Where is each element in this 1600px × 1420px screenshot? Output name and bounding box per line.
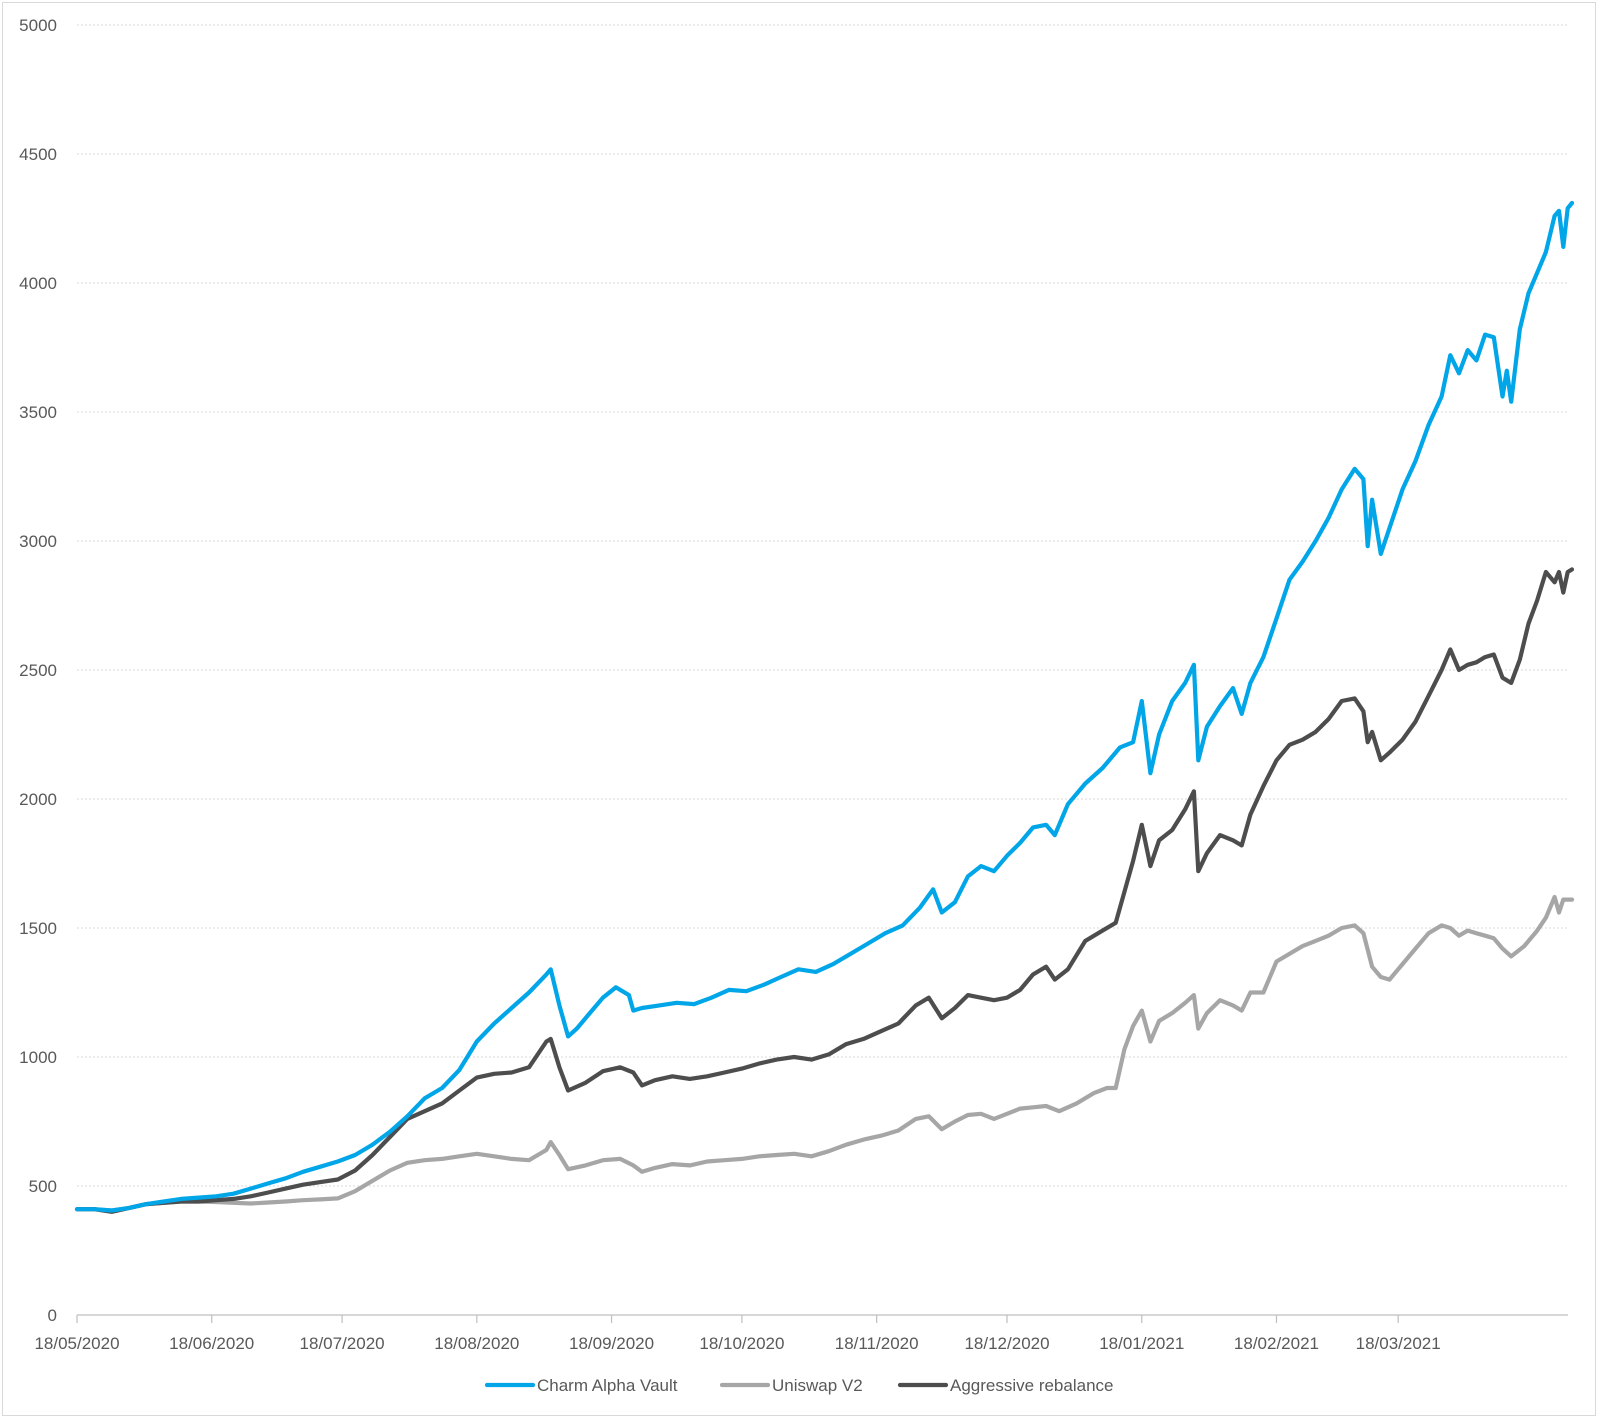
series-line-aggressive-rebalance <box>74 567 1575 1214</box>
y-tick-label: 3500 <box>19 403 57 422</box>
x-tick-label: 18/03/2021 <box>1356 1334 1441 1353</box>
legend[interactable]: Charm Alpha Vault Uniswap V2 Aggressive re… <box>484 1376 1113 1395</box>
legend-item-uniswap-v2[interactable]: Uniswap V2 <box>719 1376 863 1395</box>
x-tick-label: 18/11/2020 <box>835 1334 919 1353</box>
x-tick-label: 18/12/2020 <box>964 1334 1049 1353</box>
x-tick-label: 18/09/2020 <box>569 1334 654 1353</box>
y-tick-label: 1000 <box>19 1048 57 1067</box>
legend-label: Uniswap V2 <box>772 1376 863 1395</box>
x-tick-label: 18/01/2021 <box>1099 1334 1184 1353</box>
y-axis-ticks: 0 500 1000 1500 2000 2500 3000 3500 4000 4500 5000 <box>19 16 57 1325</box>
x-tick-label: 18/08/2020 <box>434 1334 519 1353</box>
y-tick-label: 5000 <box>19 16 57 35</box>
x-tick-label: 18/02/2021 <box>1234 1334 1319 1353</box>
y-tick-label: 0 <box>48 1306 57 1325</box>
legend-label: Aggressive rebalance <box>950 1376 1113 1395</box>
series-line-charm-alpha-vault <box>74 200 1575 1213</box>
y-tick-label: 4500 <box>19 145 57 164</box>
x-tick-label: 18/10/2020 <box>699 1334 784 1353</box>
legend-item-aggressive-rebalance[interactable]: Aggressive rebalance <box>897 1376 1113 1395</box>
gridlines <box>77 24 1568 1187</box>
y-tick-label: 2500 <box>19 661 57 680</box>
x-axis: 18/05/2020 18/06/2020 18/07/2020 18/08/2020… <box>34 1314 1568 1353</box>
x-tick-label: 18/06/2020 <box>169 1334 254 1353</box>
x-tick-label: 18/07/2020 <box>300 1334 385 1353</box>
legend-item-charm-alpha-vault[interactable]: Charm Alpha Vault <box>484 1376 678 1395</box>
x-tick-label: 18/05/2020 <box>34 1334 119 1353</box>
y-tick-label: 2000 <box>19 790 57 809</box>
series-line-uniswap-v2 <box>74 894 1575 1213</box>
series-lines <box>74 200 1575 1214</box>
legend-label: Charm Alpha Vault <box>537 1376 678 1395</box>
y-tick-label: 500 <box>29 1177 57 1196</box>
y-tick-label: 1500 <box>19 919 57 938</box>
y-tick-label: 4000 <box>19 274 57 293</box>
y-tick-label: 3000 <box>19 532 57 551</box>
